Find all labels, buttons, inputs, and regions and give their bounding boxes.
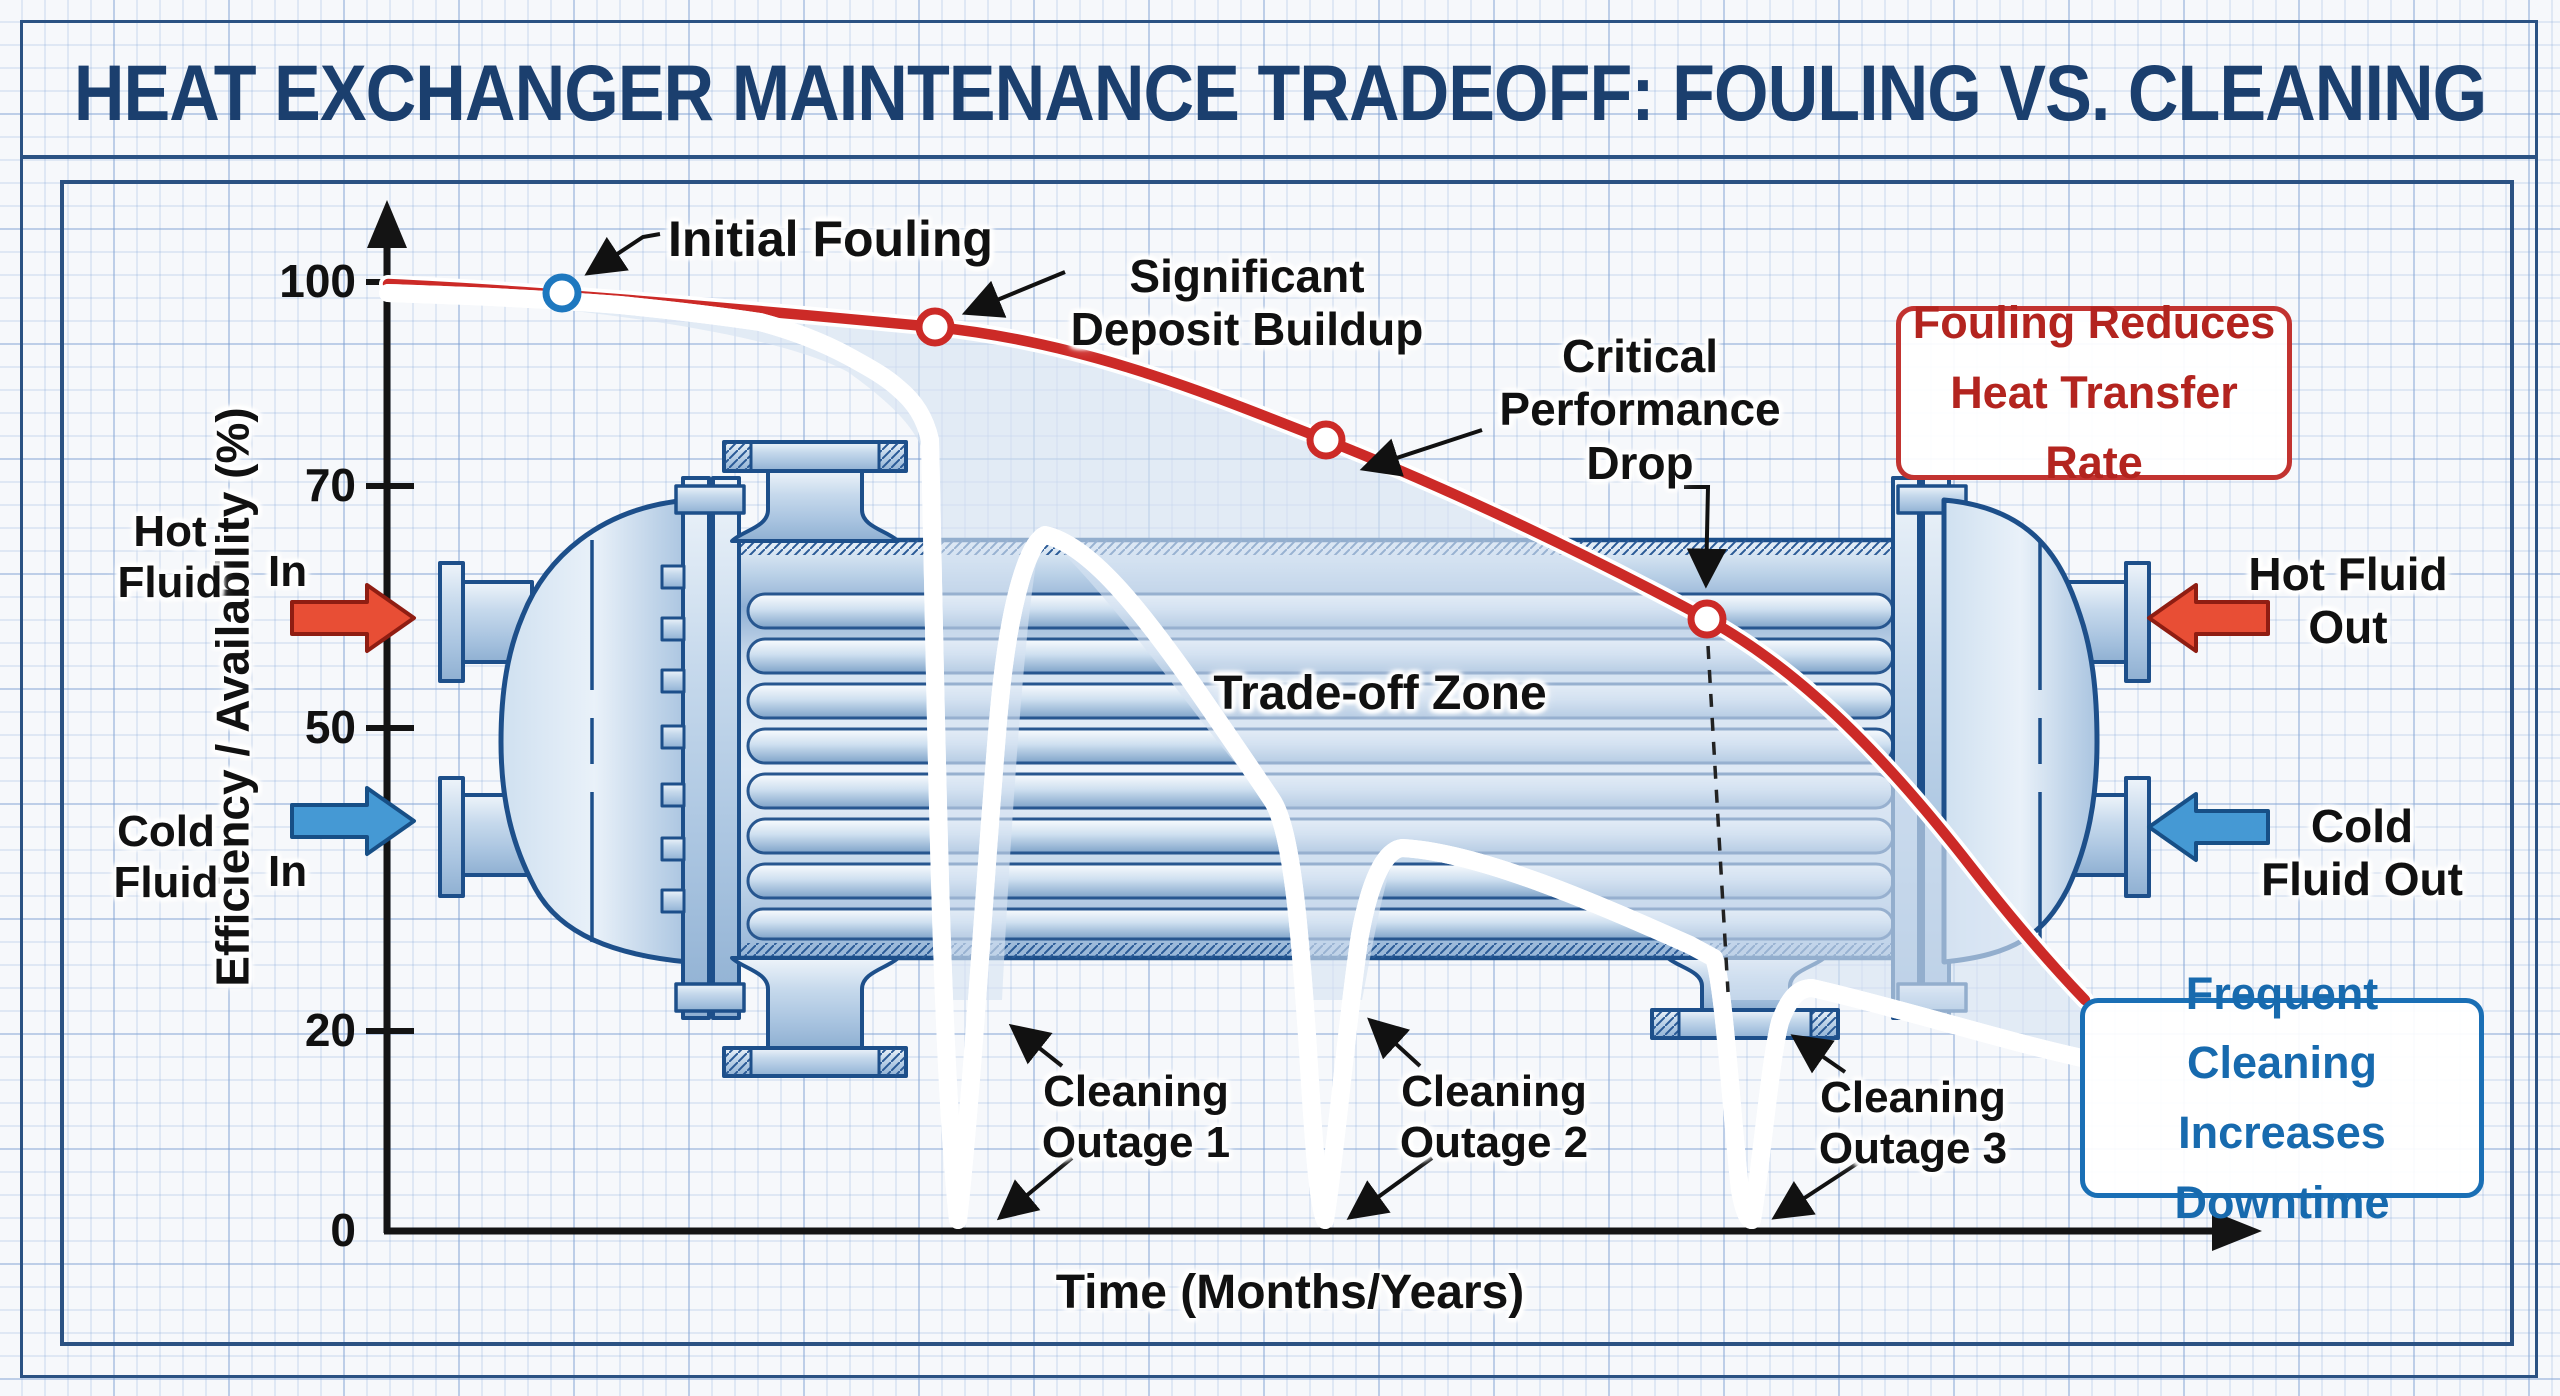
fluid-label-line: Cold (2310, 800, 2414, 852)
y-tick-100: 100 (279, 255, 356, 307)
y-tick-0: 0 (330, 1204, 356, 1256)
annotation-cleaning-outage-1: Cleaning Outage 1 (1042, 1066, 1230, 1168)
hot-fluid-in-arrow (290, 583, 416, 653)
annotation-line: Outage 3 (1818, 1124, 2008, 1174)
callout-line: Frequent Cleaning (2185, 967, 2379, 1089)
diagram-panel-border (60, 180, 2514, 1346)
right-head (1941, 497, 2100, 965)
annotation-critical-drop: Critical Performance Drop (1499, 330, 1780, 490)
fluid-label-line: Hot Fluid (2248, 548, 2448, 600)
annotation-line: Significant (1129, 250, 1365, 302)
annotation-cleaning-outage-3: Cleaning Outage 3 (1819, 1072, 2007, 1174)
annotation-line: Performance (1499, 383, 1781, 436)
hot-fluid-out-arrow (2147, 583, 2270, 653)
left-nozzles (438, 561, 534, 898)
fluid-label-line: Cold (117, 807, 215, 856)
y-tick-20: 20 (304, 1004, 356, 1056)
cold-fluid-out-arrow (2147, 792, 2270, 862)
annotation-line: Deposit Buildup (1070, 303, 1424, 356)
marker-critical-drop-2 (1687, 599, 1727, 639)
x-axis-title: Time (Months/Years) (1055, 1266, 1525, 1319)
fluid-label-line: Hot (133, 507, 207, 556)
hot-fluid-in-label: Hot Fluid (117, 506, 222, 608)
annotation-significant-deposit: Significant Deposit Buildup (1071, 250, 1424, 357)
page-title: HEAT EXCHANGER MAINTENANCE TRADEOFF: FOU… (73, 49, 2487, 138)
top-nozzle (722, 440, 908, 543)
cold-fluid-out-label: Cold Fluid Out (2261, 800, 2463, 907)
cold-fluid-in-label: Cold Fluid (113, 806, 218, 908)
fouling-callout-box: Fouling Reduces Heat Transfer Rate (1896, 297, 2292, 488)
hot-fluid-out-label: Hot Fluid Out (2248, 548, 2447, 655)
left-flange (660, 476, 746, 1020)
marker-critical-drop (1306, 420, 1346, 460)
fluid-label-line: Fluid (117, 558, 223, 608)
annotation-line: Cleaning (1820, 1073, 2006, 1122)
fluid-label-line: Out (2308, 601, 2388, 654)
hot-fluid-in-suffix: In (268, 547, 308, 596)
critical-drop-dashed-line (1706, 645, 1730, 993)
annotation-line: Cleaning (1043, 1067, 1229, 1116)
cold-fluid-in-arrow (290, 786, 416, 856)
annotation-tradeoff-zone: Trade-off Zone (1213, 667, 1547, 720)
fouling-curve (379, 275, 2094, 1009)
annotation-line: Outage 2 (1399, 1118, 1589, 1168)
marker-initial-fouling (542, 273, 582, 313)
title-separator (20, 155, 2538, 159)
annotation-line: Cleaning (1401, 1067, 1587, 1116)
annotation-initial-fouling: Initial Fouling (668, 211, 993, 267)
left-head (498, 497, 691, 965)
y-tick-50: 50 (304, 701, 356, 753)
annotation-line: Critical (1562, 330, 1718, 382)
tradeoff-zone-area (390, 285, 2082, 1058)
annotation-line: Outage 1 (1041, 1118, 1231, 1168)
callout-line: Increases Downtime (2174, 1107, 2390, 1228)
cold-fluid-in-suffix: In (268, 847, 308, 896)
callout-line: Heat Transfer Rate (1950, 367, 2238, 488)
curve-markers (542, 273, 1727, 639)
fluid-label-line: Fluid Out (2261, 853, 2463, 906)
annotation-line: Drop (1586, 436, 1694, 489)
marker-significant-deposit (915, 307, 955, 347)
callout-line: Fouling Reduces (1912, 297, 2276, 349)
bottom-left-nozzle (722, 956, 908, 1078)
y-tick-70: 70 (304, 459, 356, 511)
fluid-label-line: Fluid (113, 858, 219, 908)
outer-frame (20, 20, 2538, 1378)
fluid-arrows (290, 583, 2270, 862)
cleaning-curve (379, 284, 2091, 1229)
cleaning-callout-box: Frequent Cleaning Increases Downtime (2080, 968, 2484, 1228)
annotation-arrows (584, 232, 1860, 1221)
annotation-cleaning-outage-2: Cleaning Outage 2 (1400, 1066, 1588, 1168)
